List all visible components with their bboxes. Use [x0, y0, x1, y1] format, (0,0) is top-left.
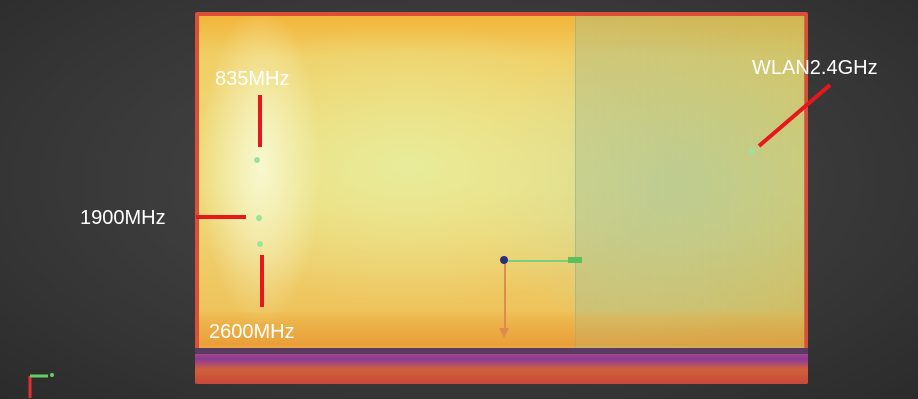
- marker-835mhz: [254, 157, 260, 163]
- axis-triad-icon: [28, 373, 54, 398]
- device-plate: [195, 12, 808, 384]
- label-2600mhz: 2600MHz: [209, 321, 295, 343]
- label-1900mhz: 1900MHz: [80, 207, 166, 229]
- leader-line-1900mhz: [196, 215, 246, 219]
- device-bottom-strip: [195, 348, 808, 384]
- sar-heatmap: [199, 16, 804, 352]
- marker-wlan: [749, 148, 755, 154]
- origin-x-axis: [506, 260, 576, 262]
- marker-1900mhz: [256, 215, 262, 221]
- marker-2600mhz: [257, 241, 263, 247]
- label-835mhz: 835MHz: [215, 68, 290, 90]
- leader-line-wlan: [757, 83, 832, 148]
- leader-line-835mhz: [258, 95, 262, 147]
- device-bottom-edge: [195, 348, 808, 354]
- heatmap-right-zone: [575, 16, 805, 352]
- origin-y-axis: [504, 262, 506, 334]
- leader-line-2600mhz: [260, 255, 264, 307]
- origin-x-arrow-icon: [568, 257, 582, 263]
- label-wlan-2-4ghz: WLAN2.4GHz: [752, 57, 878, 79]
- origin-marker-icon: [500, 256, 508, 264]
- origin-y-arrow-icon: [499, 328, 509, 338]
